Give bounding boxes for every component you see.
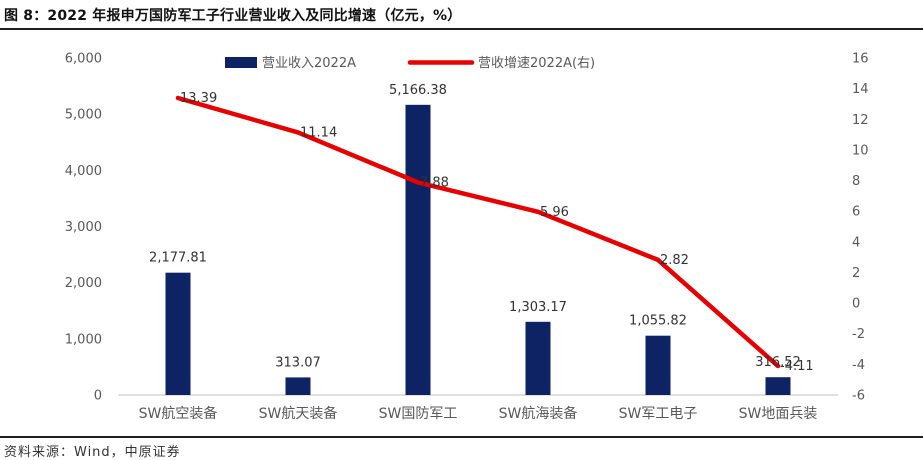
y-right-tick-label: 6: [852, 205, 860, 220]
x-category-label: SW航天装备: [259, 405, 338, 422]
line-value-label: 5.96: [540, 205, 569, 220]
y-right-tick-label: 14: [852, 82, 869, 97]
x-category-label: SW航海装备: [499, 405, 578, 422]
top-rule: [0, 28, 923, 30]
y-right-tick-label: 4: [852, 235, 860, 250]
bar-value-label: 2,177.81: [149, 251, 207, 266]
bottom-rule: [0, 436, 923, 438]
y-left-tick-label: 5,000: [65, 108, 102, 123]
line-value-label: 7.88: [420, 175, 449, 190]
line-point-1: [176, 95, 180, 100]
chart-axes: 0 1,000 2,000 3,000 4,000 5,000 6,000 -6 -4 -2 0 2 4…: [65, 52, 869, 423]
x-category-label: SW国防军工: [379, 406, 458, 422]
y-left-tick-label: 0: [94, 389, 102, 404]
y-right-tick-label: -4: [852, 358, 865, 373]
data-labels: 2,177.81 313.07 5,166.38 1,303.17 1,055.82 31…: [149, 83, 814, 374]
y-right-tick-label: -6: [852, 389, 865, 404]
x-category-label: SW地面兵装: [739, 406, 818, 422]
bar-value-label: 316.52: [755, 355, 801, 370]
line-point-6: [776, 364, 780, 369]
line-value-label: 2.82: [660, 253, 689, 268]
y-right-tick-label: 8: [852, 174, 860, 189]
line-value-label: -4.11: [780, 359, 814, 374]
y-left-tick-label: 4,000: [65, 164, 102, 179]
line-point-4: [536, 209, 540, 214]
bar-4: [525, 321, 551, 395]
legend-line-label: 营收增速2022A(右): [478, 56, 595, 71]
y-right-tick-label: -2: [852, 327, 865, 342]
chart-legend: 营业收入2022A 营收增速2022A(右): [225, 56, 595, 71]
line-point-2: [296, 130, 300, 135]
bar-value-label: 1,303.17: [509, 300, 567, 315]
legend-bar-label: 营业收入2022A: [262, 56, 356, 71]
x-category-label: SW军工电子: [619, 406, 698, 422]
source-note: 资料来源：Wind，中原证券: [4, 445, 181, 460]
bar-value-label: 313.07: [275, 355, 321, 370]
line-point-3: [416, 180, 420, 185]
legend-bar-swatch: [225, 57, 257, 68]
figure-title: 图 8：2022 年报申万国防军工子行业营业收入及同比增速（亿元，%）: [4, 8, 462, 24]
y-right-tick-label: 16: [852, 52, 869, 67]
bar-3: [405, 104, 431, 395]
bar-value-label: 1,055.82: [629, 314, 687, 329]
bar-series: [165, 104, 791, 395]
y-left-tick-label: 3,000: [65, 220, 102, 235]
bar-value-label: 5,166.38: [389, 83, 447, 98]
line-value-label: 11.14: [300, 125, 337, 140]
y-left-tick-label: 1,000: [65, 332, 102, 347]
line-point-5: [656, 257, 660, 262]
line-series: [175, 95, 781, 369]
y-right-tick-label: 12: [852, 113, 869, 128]
bar-6: [765, 377, 791, 395]
y-left-tick-label: 6,000: [65, 52, 102, 67]
x-category-label: SW航空装备: [139, 405, 218, 422]
y-right-tick-label: 2: [852, 266, 860, 281]
y-right-tick-label: 0: [852, 297, 860, 312]
bar-2: [285, 377, 311, 395]
y-right-tick-label: 10: [852, 143, 869, 158]
bar-1: [165, 272, 191, 395]
growth-line: [175, 95, 781, 369]
line-value-label: 13.39: [180, 91, 217, 106]
bar-5: [645, 335, 671, 395]
y-left-tick-label: 2,000: [65, 276, 102, 291]
